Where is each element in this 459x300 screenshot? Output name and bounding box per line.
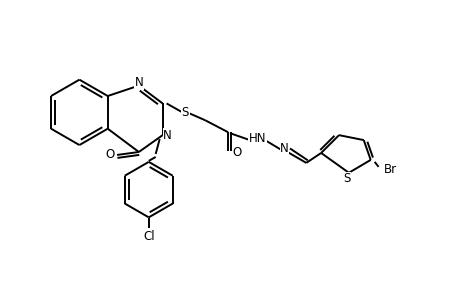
Text: S: S [342,172,350,185]
Text: N: N [134,76,143,89]
Text: N: N [163,129,172,142]
Text: S: S [181,106,189,119]
Text: O: O [232,146,241,160]
Text: Br: Br [383,163,396,176]
Text: N: N [280,142,288,154]
Text: Cl: Cl [143,230,154,243]
Text: O: O [105,148,114,161]
Text: HN: HN [248,132,266,145]
